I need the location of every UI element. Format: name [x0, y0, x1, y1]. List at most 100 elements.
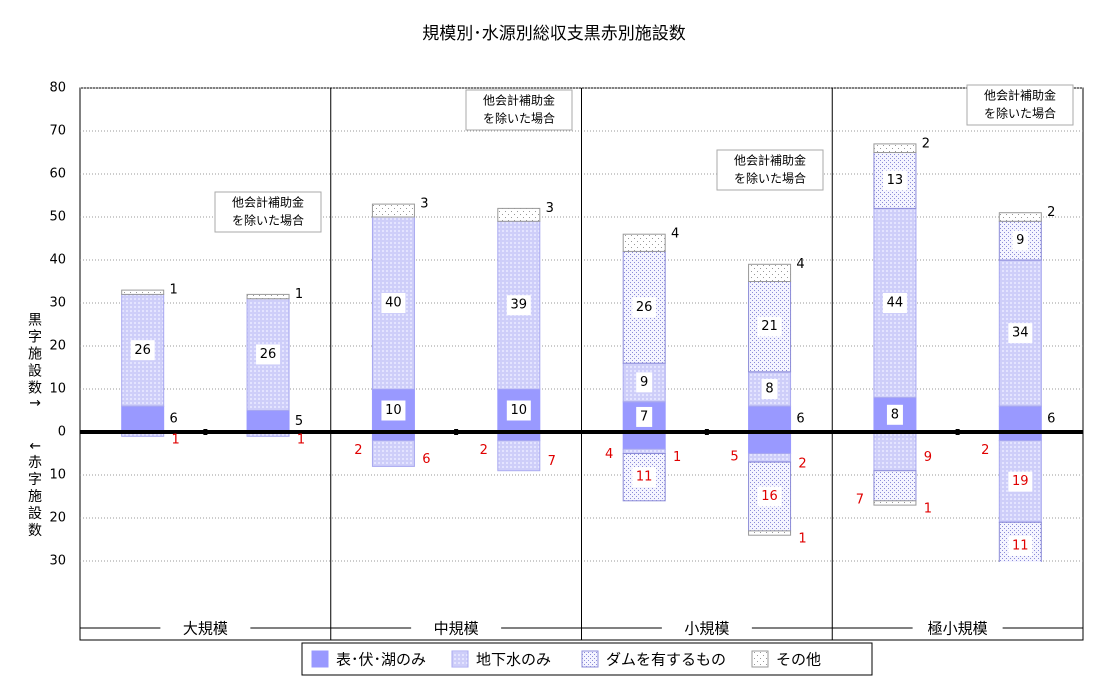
bar-segment [873, 207, 917, 399]
y-tick-label: 30 [49, 554, 66, 569]
y-axis-label-part: 黒字施設数↑ [26, 312, 42, 412]
data-label-bg [1012, 230, 1029, 251]
data-label: 44 [887, 296, 904, 311]
data-label-bg [256, 344, 281, 365]
data-label: 1 [798, 532, 806, 547]
annotation-text: を除いた場合 [232, 213, 304, 228]
data-label: 6 [1047, 412, 1055, 427]
y-tick-label: 80 [49, 81, 66, 96]
legend-label: その他 [776, 651, 821, 669]
data-label: 26 [636, 300, 653, 315]
legend-swatch [451, 650, 469, 668]
data-label: 1 [673, 450, 681, 465]
y-tick-label: 70 [49, 124, 66, 139]
bar-segment [497, 207, 541, 222]
zero-tick [454, 429, 459, 435]
annotation-text: 他会計補助金 [984, 88, 1056, 103]
bar-segment [121, 405, 165, 433]
data-label: 2 [1047, 205, 1055, 220]
data-label: 8 [765, 382, 773, 397]
data-label: 11 [1012, 538, 1029, 553]
legend-label: 地下水のみ [476, 651, 551, 669]
data-label-bg [1008, 535, 1033, 556]
data-label: 39 [511, 298, 528, 313]
bar-segment [748, 530, 792, 536]
bar-segment [371, 203, 415, 218]
bar-segment [497, 440, 541, 472]
data-label: 9 [924, 450, 932, 465]
group-label-bg [912, 618, 1003, 638]
legend-label: 表･伏･湖のみ [336, 651, 426, 669]
data-label: 11 [636, 470, 653, 485]
y-tick-label: 20 [49, 339, 66, 354]
data-label-bg [381, 400, 406, 421]
data-label: 6 [422, 452, 430, 467]
data-label: 1 [924, 501, 932, 516]
data-label-bg [757, 316, 782, 337]
annotation-text: を除いた場合 [483, 111, 555, 126]
annotation-text: 他会計補助金 [232, 195, 304, 210]
bar-segment [998, 212, 1042, 222]
data-label: 7 [640, 409, 648, 424]
data-label-bg [636, 372, 653, 393]
bar-segment [371, 440, 415, 467]
data-label: 5 [295, 414, 303, 429]
data-label: 8 [891, 407, 899, 422]
data-label: 7 [856, 492, 864, 507]
annotation-text: 他会計補助金 [734, 153, 806, 168]
annotation-box [716, 149, 824, 191]
bar-segment [748, 453, 792, 463]
data-label: 1 [170, 283, 178, 298]
y-tick-label: 0 [58, 425, 66, 440]
data-label: 19 [1012, 474, 1029, 489]
data-label: 2 [354, 443, 362, 458]
data-label-bg [632, 467, 657, 488]
data-label: 9 [640, 375, 648, 390]
legend-swatch [581, 650, 599, 668]
data-label: 26 [134, 343, 151, 358]
annotation-box [966, 84, 1074, 126]
group-label: 中規模 [434, 620, 479, 638]
bar-segment [748, 461, 792, 532]
data-label: 4 [796, 257, 804, 272]
data-label-bg [381, 293, 406, 313]
data-label-bg [1008, 323, 1033, 344]
legend-label: ダムを有するもの [606, 651, 726, 669]
data-label: 26 [260, 347, 277, 362]
data-label: 4 [671, 227, 679, 242]
annotation-box [465, 89, 573, 131]
data-label: 9 [1016, 233, 1024, 248]
group-label: 大規模 [183, 620, 228, 638]
data-label: 34 [1012, 326, 1029, 341]
bar-segment [246, 410, 290, 433]
data-label: 3 [546, 201, 554, 216]
data-label: 4 [605, 447, 613, 462]
annotation-text: を除いた場合 [734, 171, 806, 186]
bar-segment [748, 431, 792, 454]
data-label: 2 [480, 443, 488, 458]
data-label: 1 [172, 433, 180, 448]
annotation-box [214, 191, 322, 233]
data-label-bg [506, 295, 531, 316]
bar-segment [246, 293, 290, 300]
bar-segment [121, 289, 165, 295]
y-tick-label: 10 [49, 468, 66, 483]
data-label: 2 [922, 136, 930, 151]
y-tick-label: 60 [49, 167, 66, 182]
data-label-bg [632, 297, 657, 318]
group-label-bg [160, 618, 251, 638]
data-label: 3 [420, 197, 428, 212]
y-tick-label: 20 [49, 511, 66, 526]
annotation-text: を除いた場合 [984, 106, 1056, 121]
bar-segment [622, 431, 666, 450]
y-tick-label: 10 [49, 382, 66, 397]
y-tick-label: 50 [49, 210, 66, 225]
data-label: 7 [548, 454, 556, 469]
data-label-bg [882, 170, 907, 191]
data-label: 2 [981, 443, 989, 458]
y-tick-label: 40 [49, 253, 66, 268]
data-label: 10 [511, 403, 528, 418]
data-label: 1 [295, 287, 303, 302]
data-label-bg [1008, 471, 1033, 492]
